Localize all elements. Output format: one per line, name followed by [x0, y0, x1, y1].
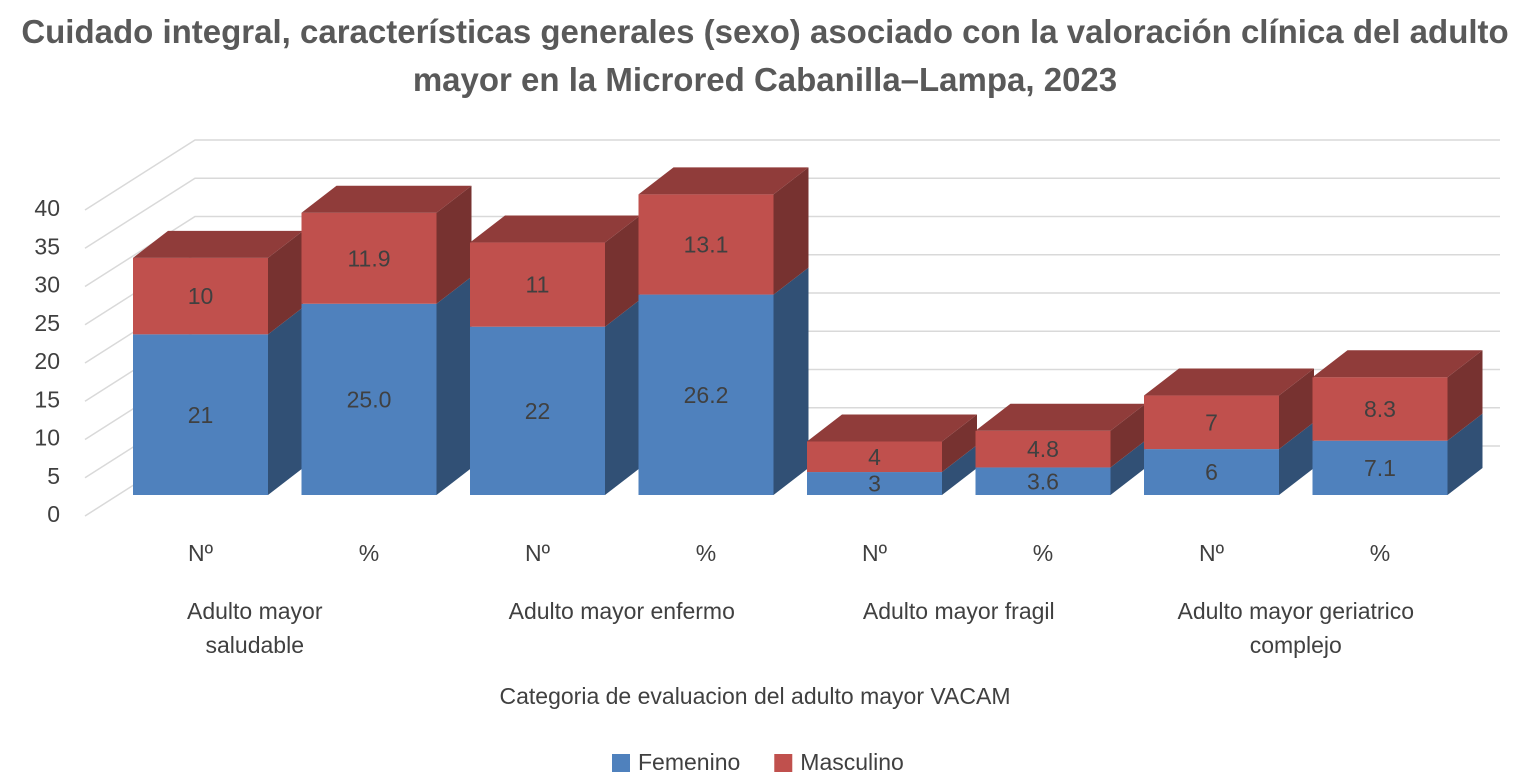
bar-side [436, 276, 472, 495]
bar-segment [133, 334, 268, 495]
grid-line [84, 215, 1500, 288]
data-label: 4 [868, 444, 881, 470]
bar-segment [1144, 395, 1279, 450]
x-tick-label: % [1033, 540, 1053, 566]
bar-side [1279, 368, 1314, 450]
y-tick-label: 40 [34, 195, 60, 221]
group-label: Adulto mayor geriatrico complejo [1177, 598, 1415, 658]
bar-side [1110, 440, 1146, 495]
legend-swatch [774, 754, 793, 772]
x-axis-title: Categoria de evaluacion del adulto mayor… [500, 683, 1011, 709]
data-label: 6 [1205, 459, 1218, 485]
bar-side [942, 414, 977, 473]
group-label: Adulto mayor enfermo [508, 598, 735, 624]
bar-segment [470, 326, 605, 495]
y-tick-label: 0 [47, 501, 60, 527]
bar-segment [807, 472, 942, 495]
data-label: 21 [188, 402, 214, 428]
data-label: 3.6 [1027, 468, 1059, 494]
x-tick-label: % [1370, 540, 1390, 566]
data-label: 10 [188, 283, 214, 309]
y-tick-label: 30 [34, 272, 60, 298]
bar-side [1447, 350, 1483, 441]
data-label: 3 [868, 471, 881, 497]
legend-label: Masculino [800, 749, 904, 775]
chart-title: Cuidado integral, características genera… [21, 13, 1509, 98]
bar-top [301, 185, 472, 213]
bar-side [773, 167, 809, 295]
bar-side [1110, 403, 1146, 468]
bar-side [605, 299, 640, 495]
bar-segment [470, 242, 605, 327]
legend-swatch [612, 754, 630, 772]
bar-segment [301, 212, 437, 304]
grid-line [84, 177, 1500, 249]
data-label: 13.1 [684, 232, 729, 258]
bar-segment [301, 303, 437, 495]
bar-segment [638, 194, 774, 295]
bar-side [1447, 413, 1483, 495]
bar-segment [133, 257, 268, 335]
bar-side [605, 215, 640, 327]
bar-segment [975, 467, 1111, 495]
x-tick-label: Nº [188, 540, 214, 566]
x-tick-label: % [359, 540, 379, 566]
data-label: 4.8 [1027, 436, 1059, 462]
y-tick-label: 20 [34, 348, 60, 374]
grid-line [84, 139, 1500, 211]
data-label: 26.2 [684, 382, 729, 408]
x-tick-label: % [696, 540, 716, 566]
data-label: 8.3 [1364, 396, 1396, 422]
group-label: Adulto mayor fragil [862, 598, 1055, 624]
bar-side [942, 445, 977, 495]
data-label: 11 [526, 272, 550, 298]
data-label: 7.1 [1364, 455, 1396, 481]
y-tick-label: 5 [47, 463, 60, 489]
bar-top [133, 230, 303, 258]
y-tick-label: 25 [34, 310, 60, 336]
bar-side [436, 185, 472, 304]
bar-side [268, 230, 303, 335]
bar-segment [1312, 440, 1448, 495]
bar-segment [807, 441, 942, 473]
y-tick-label: 10 [34, 425, 60, 451]
y-tick-label: 15 [34, 386, 60, 412]
bar-side [1279, 422, 1314, 495]
bar-top [1144, 368, 1314, 396]
group-label: Adulto mayor saludable [186, 598, 323, 658]
data-label: 7 [1205, 409, 1218, 435]
data-label: 11.9 [347, 245, 390, 271]
x-tick-label: Nº [862, 540, 888, 566]
bar-top [975, 403, 1146, 431]
bar-segment [638, 294, 774, 495]
data-label: 22 [525, 398, 551, 424]
bar-side [268, 307, 303, 495]
bar-side [773, 267, 809, 495]
bar-top [470, 215, 640, 243]
bar-segment [1312, 377, 1448, 441]
bar-top [807, 414, 977, 442]
x-tick-label: Nº [1199, 540, 1225, 566]
bar-top [638, 167, 809, 195]
bar-segment [1144, 449, 1279, 495]
legend-label: Femenino [638, 749, 740, 775]
x-tick-label: Nº [525, 540, 551, 566]
bar-top [1312, 350, 1483, 378]
data-label: 25.0 [347, 386, 392, 412]
y-tick-label: 35 [34, 233, 60, 259]
bar-segment [975, 430, 1111, 468]
